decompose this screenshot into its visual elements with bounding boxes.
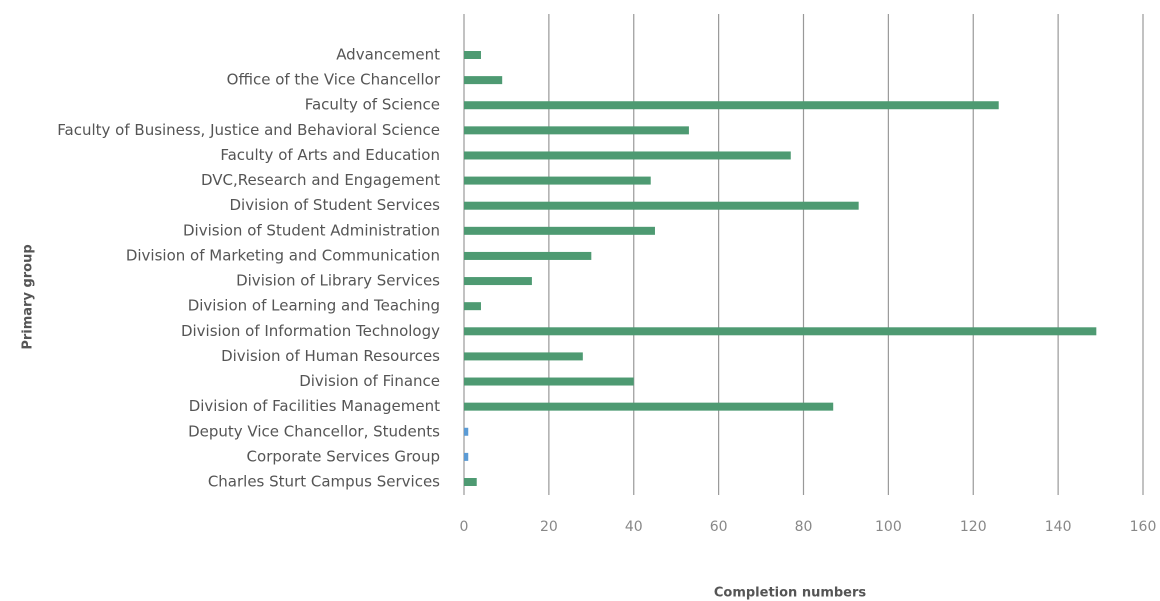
y-tick-label: Office of the Vice Chancellor	[227, 71, 441, 89]
x-tick-label: 100	[875, 519, 902, 535]
bar	[464, 478, 477, 486]
y-tick-label: Division of Library Services	[236, 272, 440, 290]
bar	[464, 151, 791, 160]
bar	[464, 302, 481, 311]
x-tick-label: 40	[625, 519, 643, 535]
bar	[464, 277, 532, 286]
x-tick-label: 140	[1045, 519, 1072, 535]
y-tick-label: Division of Human Resources	[221, 347, 440, 365]
x-tick-label: 80	[795, 519, 813, 535]
bar	[464, 201, 859, 210]
bar	[464, 226, 655, 235]
x-tick-label: 120	[960, 519, 987, 535]
bar	[464, 377, 634, 386]
y-tick-label: Division of Student Administration	[183, 221, 440, 239]
y-tick-label: Deputy Vice Chancellor, Students	[188, 422, 440, 440]
y-axis-title: Primary group	[21, 244, 36, 349]
bar	[464, 126, 689, 135]
bar	[464, 101, 999, 110]
y-tick-label: Division of Learning and Teaching	[188, 297, 440, 315]
bar	[464, 251, 592, 260]
y-tick-label: Advancement	[336, 46, 440, 64]
y-tick-label: Division of Marketing and Communication	[126, 246, 440, 264]
y-tick-label: DVC,Research and Engagement	[201, 171, 440, 189]
bar	[464, 176, 651, 185]
y-tick-label: Division of Facilities Management	[189, 397, 440, 415]
y-tick-label: Division of Student Services	[230, 196, 441, 214]
bar	[464, 327, 1097, 336]
bar	[464, 452, 469, 461]
x-axis-title: Completion numbers	[714, 586, 867, 601]
y-tick-label: Faculty of Arts and Education	[220, 146, 440, 164]
y-tick-label: Corporate Services Group	[247, 447, 440, 465]
y-tick-label: Faculty of Science	[305, 96, 440, 114]
x-tick-label: 160	[1130, 519, 1157, 535]
bar	[464, 76, 503, 85]
bar	[464, 51, 481, 59]
bar	[464, 427, 469, 436]
x-tick-label: 0	[460, 519, 469, 535]
y-tick-label: Charles Sturt Campus Services	[208, 473, 440, 491]
y-tick-label: Division of Information Technology	[181, 322, 440, 340]
bar	[464, 402, 834, 411]
y-tick-label: Division of Finance	[299, 372, 440, 390]
x-tick-label: 60	[710, 519, 728, 535]
y-tick-label: Faculty of Business, Justice and Behavio…	[57, 121, 440, 139]
bar	[464, 352, 583, 361]
x-tick-label: 20	[540, 519, 558, 535]
